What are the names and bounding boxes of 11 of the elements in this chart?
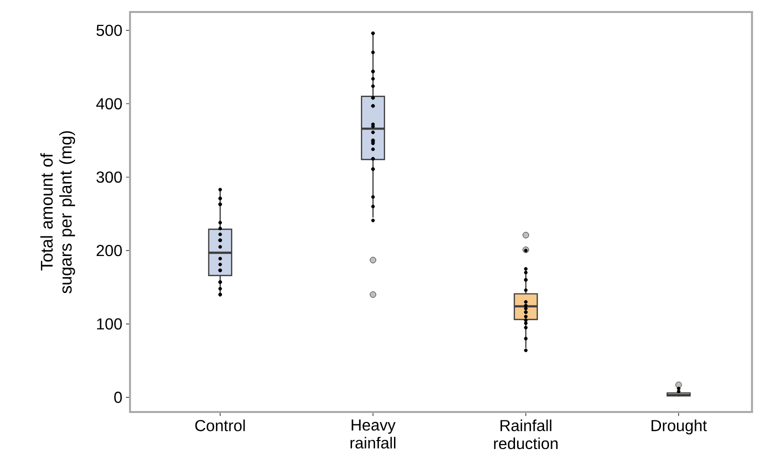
y-tick-label: 100 (97, 318, 122, 330)
y-tick-label: 500 (96, 24, 122, 36)
x-tick-label: Heavy rainfall (350, 420, 396, 449)
y-axis-title: Total amount of sugars per plant (mg) (40, 131, 76, 294)
y-tick-label: 200 (96, 244, 122, 256)
y-tick-label: 0 (114, 392, 122, 403)
x-tick-label: Control (195, 420, 245, 432)
y-tick-label: 400 (96, 98, 122, 110)
x-tick-label: Drought (652, 420, 707, 434)
x-tick-label: Rainfall reduction (494, 420, 558, 450)
y-tick-label: 300 (96, 172, 122, 183)
